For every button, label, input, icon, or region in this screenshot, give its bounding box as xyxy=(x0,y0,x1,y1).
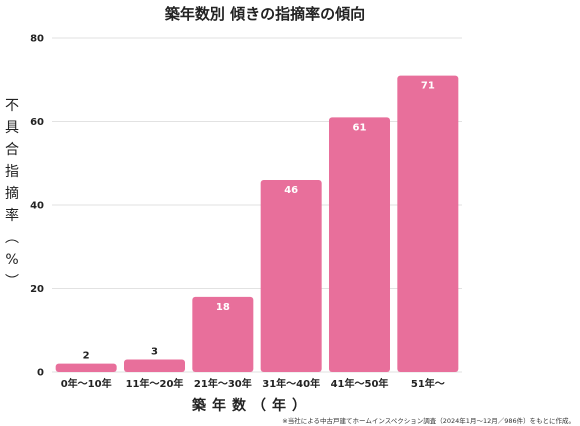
y-axis-ticks: 0 20 40 60 80 xyxy=(30,34,44,379)
x-axis-title: 築年数（年） xyxy=(191,397,312,414)
gridlines xyxy=(52,37,462,373)
bar xyxy=(124,359,185,372)
y-axis-title-char: 率 xyxy=(5,207,19,224)
data-label: 61 xyxy=(353,122,367,133)
data-label: 18 xyxy=(216,302,230,313)
bar xyxy=(329,117,390,372)
footnote: ※当社による中古戸建てホームインスペクション調査（2024年1月～12月／986… xyxy=(282,416,575,425)
data-label: 46 xyxy=(284,185,298,196)
y-axis-title-char: 具 xyxy=(5,120,19,136)
y-tick-label: 80 xyxy=(30,34,44,45)
data-label: 3 xyxy=(151,346,158,357)
y-tick-label: 20 xyxy=(30,284,44,295)
y-tick-label: 40 xyxy=(30,201,44,212)
x-tick-label: 0年～10年 xyxy=(61,377,112,390)
y-tick-label: 0 xyxy=(37,368,44,379)
x-tick-label: 11年～20年 xyxy=(126,377,184,390)
bar xyxy=(397,75,459,372)
bar xyxy=(55,363,117,372)
y-tick-label: 60 xyxy=(30,117,44,128)
y-axis-title-char: 指 xyxy=(5,164,19,180)
y-axis-title-char: % xyxy=(5,252,18,268)
data-label: 71 xyxy=(421,81,435,92)
x-tick-label: 21年～30年 xyxy=(194,377,252,390)
x-tick-label: 51年～ xyxy=(411,377,445,390)
bar xyxy=(192,296,254,372)
y-axis-title-char: 不 xyxy=(5,98,19,114)
bars xyxy=(55,75,459,372)
y-axis-title-char: 合 xyxy=(5,142,19,158)
y-axis-title-char: 摘 xyxy=(5,185,19,202)
data-labels: 2 3 18 46 61 71 xyxy=(83,81,435,362)
y-axis-title-char: ︵ xyxy=(5,230,19,246)
x-tick-label: 31年～40年 xyxy=(262,377,320,390)
data-label: 2 xyxy=(83,351,90,362)
x-tick-label: 41年～50年 xyxy=(331,377,389,390)
y-axis-title-char: ︶ xyxy=(5,274,19,290)
bar xyxy=(260,179,322,372)
x-axis-ticks: 0年～10年 11年～20年 21年～30年 31年～40年 41年～50年 51年～ xyxy=(61,377,445,390)
chart-title: 築年数別 傾きの指摘率の傾向 xyxy=(164,5,365,23)
